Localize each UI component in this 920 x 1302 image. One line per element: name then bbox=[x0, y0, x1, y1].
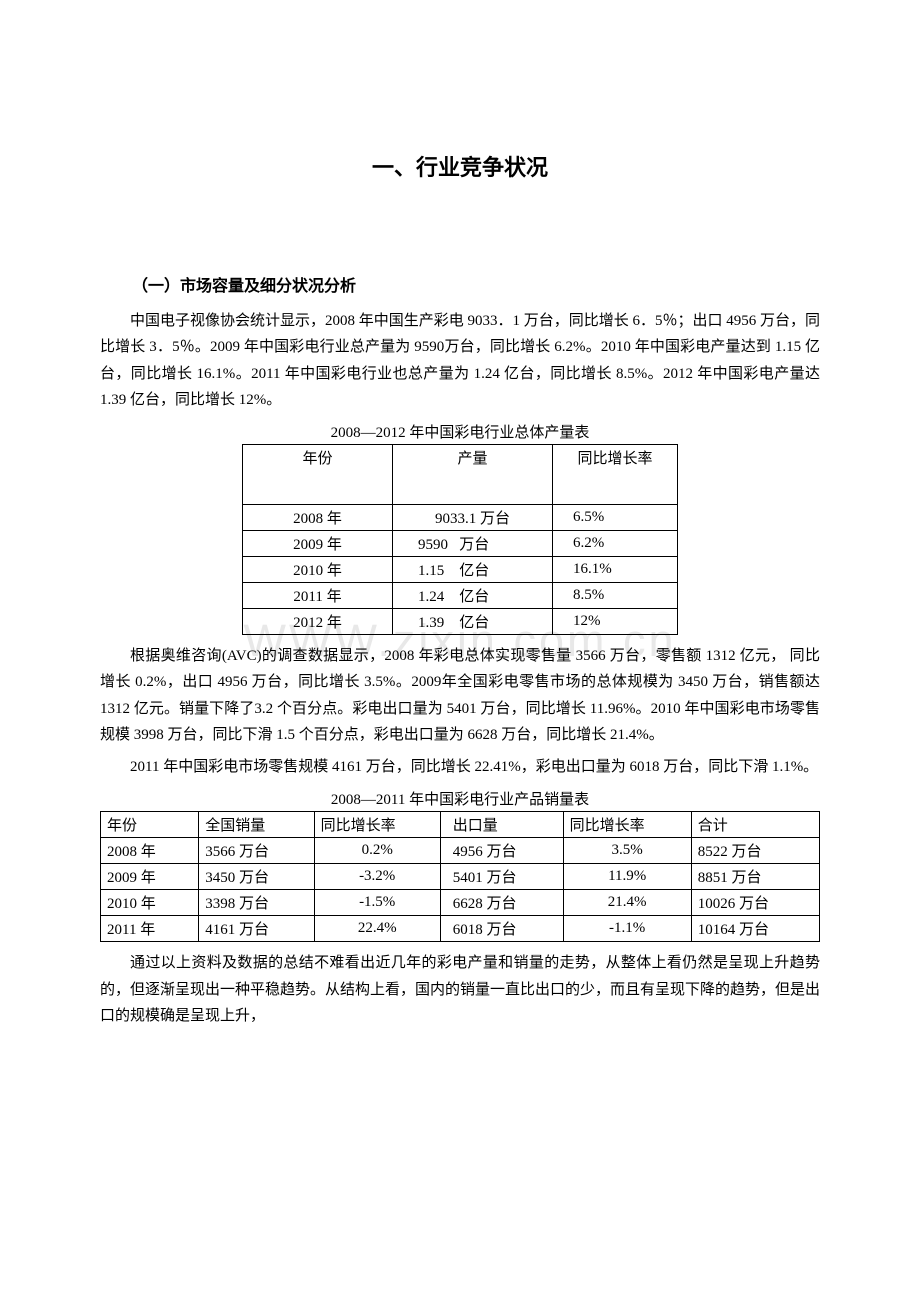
col-header-export: 出口量 bbox=[440, 812, 563, 838]
cell-export: 4956 万台 bbox=[440, 838, 563, 864]
cell-year: 2011 年 bbox=[101, 916, 199, 942]
col-header-total: 合计 bbox=[691, 812, 819, 838]
production-table: 年份 产量 同比增长率 2008 年9033.1 万台6.5%2009 年959… bbox=[242, 444, 678, 635]
cell-sales: 3566 万台 bbox=[199, 838, 314, 864]
cell-sales: 3450 万台 bbox=[199, 864, 314, 890]
cell-output: 9033.1 万台 bbox=[393, 505, 553, 531]
table-row: 2012 年1.39 亿台12% bbox=[243, 609, 678, 635]
cell-total: 8522 万台 bbox=[691, 838, 819, 864]
cell-export: 5401 万台 bbox=[440, 864, 563, 890]
paragraph-3: 2011 年中国彩电市场零售规模 4161 万台，同比增长 22.41%，彩电出… bbox=[100, 754, 820, 780]
cell-growth: 6.5% bbox=[553, 505, 678, 531]
col-header-sales: 全国销量 bbox=[199, 812, 314, 838]
cell-output: 1.15 亿台 bbox=[393, 557, 553, 583]
cell-year: 2008 年 bbox=[243, 505, 393, 531]
col-header-growth2: 同比增长率 bbox=[563, 812, 691, 838]
table1-caption: 2008—2012 年中国彩电行业总体产量表 bbox=[100, 421, 820, 442]
table-row: 2009 年9590 万台6.2% bbox=[243, 531, 678, 557]
table-row: 2008 年3566 万台0.2%4956 万台3.5%8522 万台 bbox=[101, 838, 820, 864]
col-header-year: 年份 bbox=[101, 812, 199, 838]
cell-growth2: 21.4% bbox=[563, 890, 691, 916]
sales-table: 年份 全国销量 同比增长率 出口量 同比增长率 合计 2008 年3566 万台… bbox=[100, 811, 820, 942]
cell-year: 2011 年 bbox=[243, 583, 393, 609]
table-row: 2009 年3450 万台-3.2%5401 万台11.9%8851 万台 bbox=[101, 864, 820, 890]
cell-year: 2009 年 bbox=[243, 531, 393, 557]
cell-growth: 6.2% bbox=[553, 531, 678, 557]
cell-growth1: -1.5% bbox=[314, 890, 440, 916]
cell-year: 2009 年 bbox=[101, 864, 199, 890]
table-row: 2011 年1.24 亿台8.5% bbox=[243, 583, 678, 609]
section-heading: （一）市场容量及细分状况分析 bbox=[100, 272, 820, 296]
table2-caption: 2008—2011 年中国彩电行业产品销量表 bbox=[100, 788, 820, 809]
cell-output: 9590 万台 bbox=[393, 531, 553, 557]
paragraph-1: 中国电子视像协会统计显示，2008 年中国生产彩电 9033．1 万台，同比增长… bbox=[100, 308, 820, 413]
cell-export: 6018 万台 bbox=[440, 916, 563, 942]
table-row: 2010 年1.15 亿台16.1% bbox=[243, 557, 678, 583]
cell-total: 10164 万台 bbox=[691, 916, 819, 942]
col-header-growth: 同比增长率 bbox=[553, 445, 678, 505]
cell-growth: 16.1% bbox=[553, 557, 678, 583]
cell-sales: 3398 万台 bbox=[199, 890, 314, 916]
cell-export: 6628 万台 bbox=[440, 890, 563, 916]
paragraph-2: 根据奥维咨询(AVC)的调查数据显示，2008 年彩电总体实现零售量 3566 … bbox=[100, 643, 820, 748]
cell-growth1: 0.2% bbox=[314, 838, 440, 864]
col-header-year: 年份 bbox=[243, 445, 393, 505]
cell-year: 2008 年 bbox=[101, 838, 199, 864]
table-row: 2011 年4161 万台22.4%6018 万台-1.1%10164 万台 bbox=[101, 916, 820, 942]
paragraph-4: 通过以上资料及数据的总结不难看出近几年的彩电产量和销量的走势，从整体上看仍然是呈… bbox=[100, 950, 820, 1029]
table-header-row: 年份 全国销量 同比增长率 出口量 同比增长率 合计 bbox=[101, 812, 820, 838]
table-row: 2010 年3398 万台-1.5%6628 万台21.4%10026 万台 bbox=[101, 890, 820, 916]
cell-total: 10026 万台 bbox=[691, 890, 819, 916]
cell-growth1: 22.4% bbox=[314, 916, 440, 942]
page-title: 一、行业竞争状况 bbox=[100, 150, 820, 182]
table-row: 2008 年9033.1 万台6.5% bbox=[243, 505, 678, 531]
table-header-row: 年份 产量 同比增长率 bbox=[243, 445, 678, 505]
cell-year: 2012 年 bbox=[243, 609, 393, 635]
cell-growth: 8.5% bbox=[553, 583, 678, 609]
cell-year: 2010 年 bbox=[243, 557, 393, 583]
cell-output: 1.24 亿台 bbox=[393, 583, 553, 609]
cell-year: 2010 年 bbox=[101, 890, 199, 916]
cell-growth2: 11.9% bbox=[563, 864, 691, 890]
cell-output: 1.39 亿台 bbox=[393, 609, 553, 635]
document-content: 一、行业竞争状况 （一）市场容量及细分状况分析 中国电子视像协会统计显示，200… bbox=[100, 150, 820, 1029]
col-header-output: 产量 bbox=[393, 445, 553, 505]
cell-growth2: 3.5% bbox=[563, 838, 691, 864]
col-header-growth1: 同比增长率 bbox=[314, 812, 440, 838]
cell-sales: 4161 万台 bbox=[199, 916, 314, 942]
cell-growth2: -1.1% bbox=[563, 916, 691, 942]
cell-total: 8851 万台 bbox=[691, 864, 819, 890]
cell-growth1: -3.2% bbox=[314, 864, 440, 890]
cell-growth: 12% bbox=[553, 609, 678, 635]
